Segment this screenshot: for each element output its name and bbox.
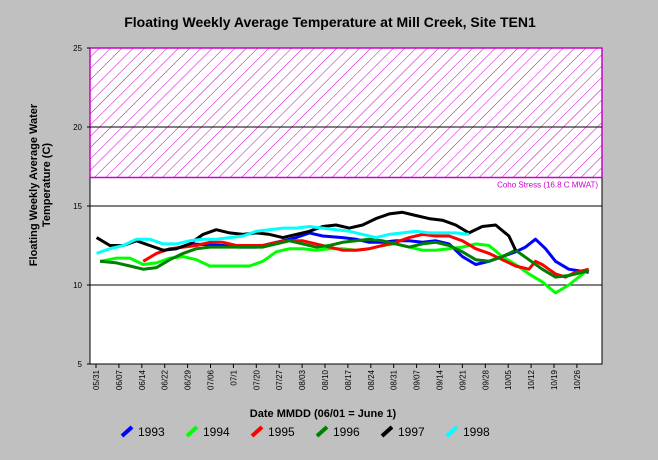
x-tick-label: 05/31 (92, 369, 101, 390)
series-line-1997 (95, 210, 517, 252)
x-tick-label: 07/1 (229, 369, 238, 385)
x-tick-label: 10/19 (550, 369, 559, 390)
x-tick-label: 10/12 (527, 369, 536, 390)
legend-swatch-1998 (445, 425, 459, 438)
series-line-1996 (99, 237, 590, 279)
x-tick-label: 06/07 (115, 369, 124, 390)
y-tick-label: 25 (73, 44, 82, 53)
x-tick-label: 06/22 (161, 369, 170, 390)
x-tick-label: 09/21 (458, 369, 467, 390)
x-tick-label: 06/29 (184, 369, 193, 390)
y-tick-label: 10 (73, 281, 82, 290)
x-tick-label: 06/14 (138, 369, 147, 390)
x-tick-label: 09/14 (436, 369, 445, 390)
legend-swatch-1995 (250, 425, 264, 438)
x-tick-label: 07/27 (275, 369, 284, 390)
legend-label-1993: 1993 (138, 425, 165, 439)
threshold-band (90, 48, 602, 178)
x-tick-label: 08/24 (367, 369, 376, 390)
series-line-1995 (142, 232, 590, 279)
legend-swatch-1997 (380, 425, 394, 438)
legend-label-1994: 1994 (203, 425, 230, 439)
x-tick-label: 10/05 (504, 369, 513, 390)
y-tick-label: 20 (73, 123, 82, 132)
legend-swatch-1994 (185, 425, 199, 438)
legend-label-1995: 1995 (268, 425, 295, 439)
legend: 1993 1994 1995 1996 1997 1998 (120, 425, 490, 439)
x-axis-label: Date MMDD (06/01 = June 1) (250, 408, 397, 420)
legend-label-1997: 1997 (398, 425, 425, 439)
x-tick-label: 07/20 (252, 369, 261, 390)
y-axis-label-line-1: Floating Weekly Average Water (28, 103, 40, 266)
x-tick-label: 09/07 (413, 369, 422, 390)
x-tick-label: 08/03 (298, 369, 307, 390)
x-tick-label: 08/31 (390, 369, 399, 390)
y-tick-label: 5 (78, 360, 83, 369)
x-tick-label: 08/17 (344, 369, 353, 390)
legend-swatch-1993 (120, 425, 134, 438)
series-line-1998 (96, 225, 470, 255)
x-tick-label: 08/10 (321, 369, 330, 390)
legend-swatch-1996 (315, 425, 329, 438)
x-tick-label: 07/06 (207, 369, 216, 390)
x-tick-label: 09/28 (481, 369, 490, 390)
threshold-label: Coho Stress (16.8 C MWAT) (497, 181, 598, 190)
legend-label-1996: 1996 (333, 425, 360, 439)
x-tick-label: 10/26 (573, 369, 582, 390)
legend-label-1998: 1998 (463, 425, 490, 439)
chart-title: Floating Weekly Average Temperature at M… (124, 14, 536, 30)
y-tick-label: 15 (73, 202, 82, 211)
y-axis-label-line-2: Temperature (C) (41, 143, 53, 227)
